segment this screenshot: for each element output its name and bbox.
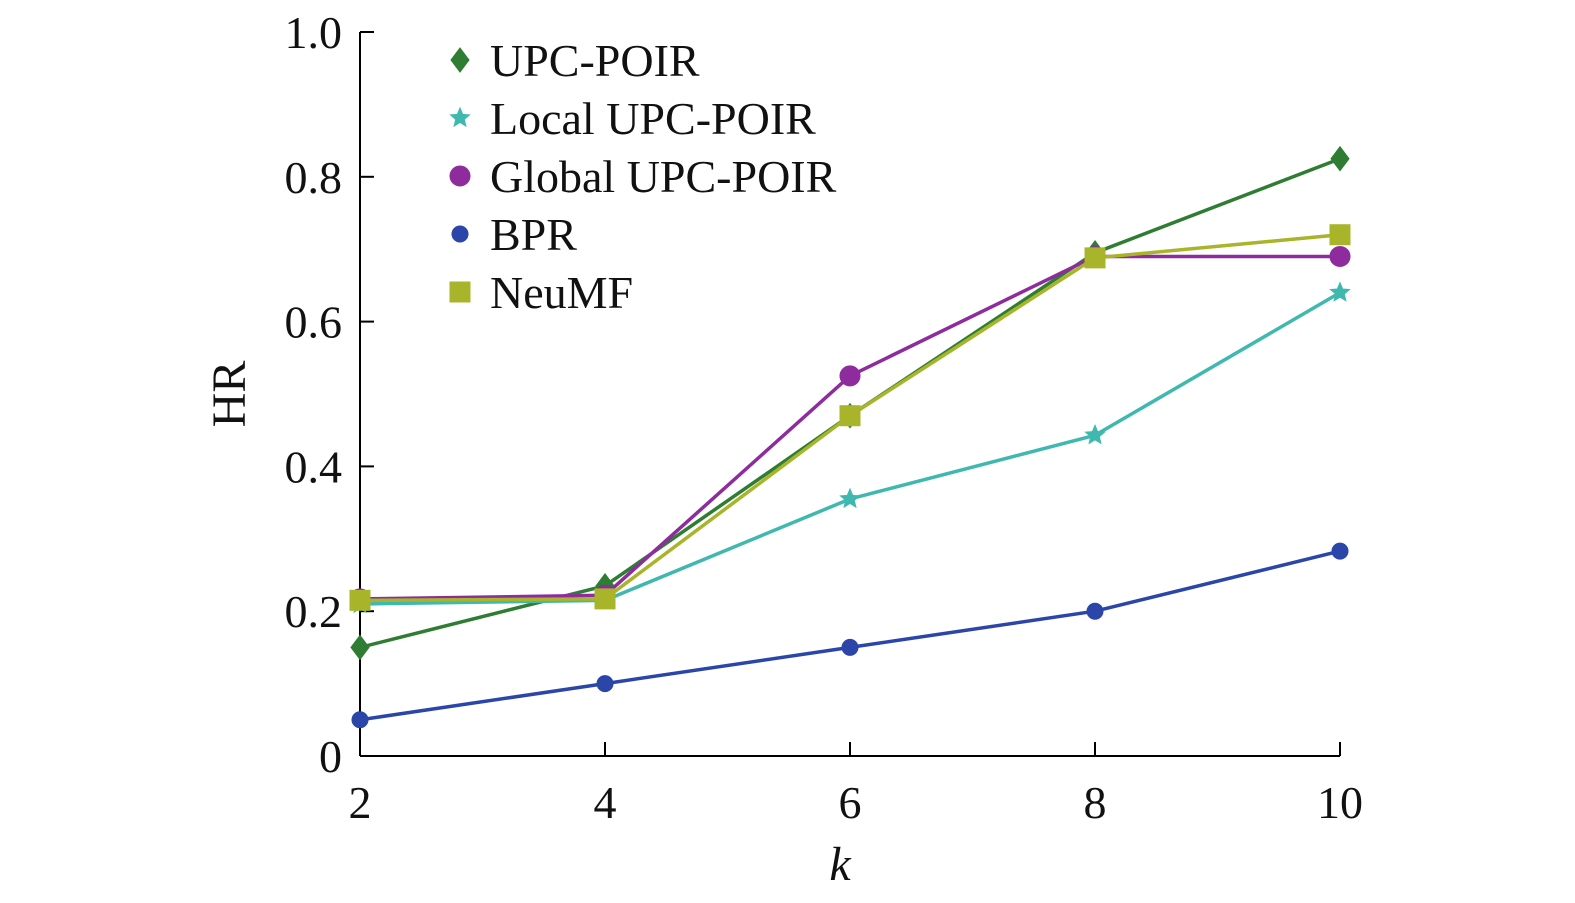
legend-marker [449, 165, 471, 187]
series-line [359, 549, 1341, 722]
series-group [349, 145, 1351, 729]
x-tick-label: 4 [594, 777, 617, 828]
data-point [351, 711, 369, 729]
legend-label: NeuMF [490, 267, 633, 318]
data-point [1086, 602, 1104, 620]
series-neumf [349, 224, 1351, 611]
data-point [1084, 247, 1106, 269]
series-line [359, 291, 1341, 606]
legend-marker [449, 281, 471, 303]
legend-marker [450, 47, 470, 73]
series-bpr [351, 542, 1349, 729]
y-tick-label: 0.8 [285, 152, 343, 203]
y-tick-label: 1.0 [285, 7, 343, 58]
data-point [1329, 224, 1351, 246]
x-tick-label: 8 [1084, 777, 1107, 828]
y-tick-label: 0.4 [285, 441, 343, 492]
x-ticks: 2 4 6 8 10 [349, 742, 1363, 828]
series-local-upc-poir [349, 281, 1351, 614]
data-point [839, 365, 861, 387]
data-point [594, 588, 616, 610]
data-point [1329, 245, 1351, 267]
legend-label: BPR [490, 209, 577, 260]
legend: UPC-POIR Local UPC-POIR Global UPC-POIR BPR… [449, 35, 837, 318]
x-tick-label: 2 [349, 777, 372, 828]
y-tick-label: 0 [319, 731, 342, 782]
legend-label: Global UPC-POIR [490, 151, 837, 202]
data-point [1084, 423, 1106, 445]
legend-item: Local UPC-POIR [449, 93, 816, 144]
data-point [841, 638, 859, 656]
y-tick-label: 0.2 [285, 586, 343, 637]
legend-label: UPC-POIR [490, 35, 700, 86]
legend-label: Local UPC-POIR [490, 93, 816, 144]
y-axis-title: HR [203, 361, 256, 428]
legend-item: NeuMF [449, 267, 633, 318]
y-ticks: 0 0.2 0.4 0.6 0.8 1.0 [285, 7, 374, 782]
legend-item: BPR [451, 209, 577, 260]
legend-item: Global UPC-POIR [449, 151, 837, 202]
data-point [596, 675, 614, 693]
data-point [350, 634, 370, 661]
legend-item: UPC-POIR [450, 35, 700, 86]
x-axis-title: k [829, 838, 852, 891]
data-point [839, 405, 861, 427]
legend-marker [451, 225, 469, 243]
x-tick-label: 6 [839, 777, 862, 828]
data-point [349, 589, 371, 611]
x-tick-label: 10 [1317, 777, 1363, 828]
data-point [839, 487, 861, 509]
legend-marker [449, 106, 471, 128]
data-point [1331, 542, 1349, 560]
data-point [1329, 281, 1351, 302]
data-point [1330, 145, 1350, 172]
y-tick-label: 0.6 [285, 297, 343, 348]
